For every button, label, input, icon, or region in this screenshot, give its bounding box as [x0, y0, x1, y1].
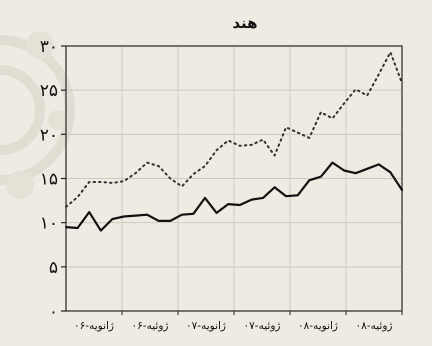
x-tick-label: ۰۶-ژانویه [74, 320, 114, 332]
x-tick-label: ۰۸-ژوئیه [356, 320, 393, 332]
y-axis-ticks: ۰ ۵ ۱۰ ۱۵ ۲۰ ۲۵ ۳۰ [40, 37, 66, 322]
x-tick-label: ۰۷-ژوئیه [244, 320, 281, 332]
solid-series-line [64, 161, 404, 232]
chart-title: هند [232, 14, 257, 32]
x-axis-ticks: ۰۶-ژانویه ۰۶-ژوئیه ۰۷-ژانویه ۰۷-ژوئیه ۰۸-ژان… [74, 311, 403, 332]
y-tick-label: ۵ [49, 258, 58, 278]
x-tick-label: ۰۸-ژانویه [298, 320, 338, 332]
x-tick-label: ۰۷-ژانویه [186, 320, 226, 332]
dotted-series-line [65, 51, 403, 208]
y-tick-label: ۰ [49, 302, 58, 322]
grid [66, 45, 402, 311]
x-tick-label: ۰۶-ژوئیه [132, 320, 169, 332]
y-tick-label: ۱۵ [40, 170, 58, 190]
y-tick-label: ۳۰ [40, 37, 58, 57]
series-layer [64, 51, 404, 232]
y-tick-label: ۲۰ [40, 125, 58, 145]
y-tick-label: ۲۵ [40, 81, 58, 101]
y-tick-label: ۱۰ [40, 214, 58, 234]
